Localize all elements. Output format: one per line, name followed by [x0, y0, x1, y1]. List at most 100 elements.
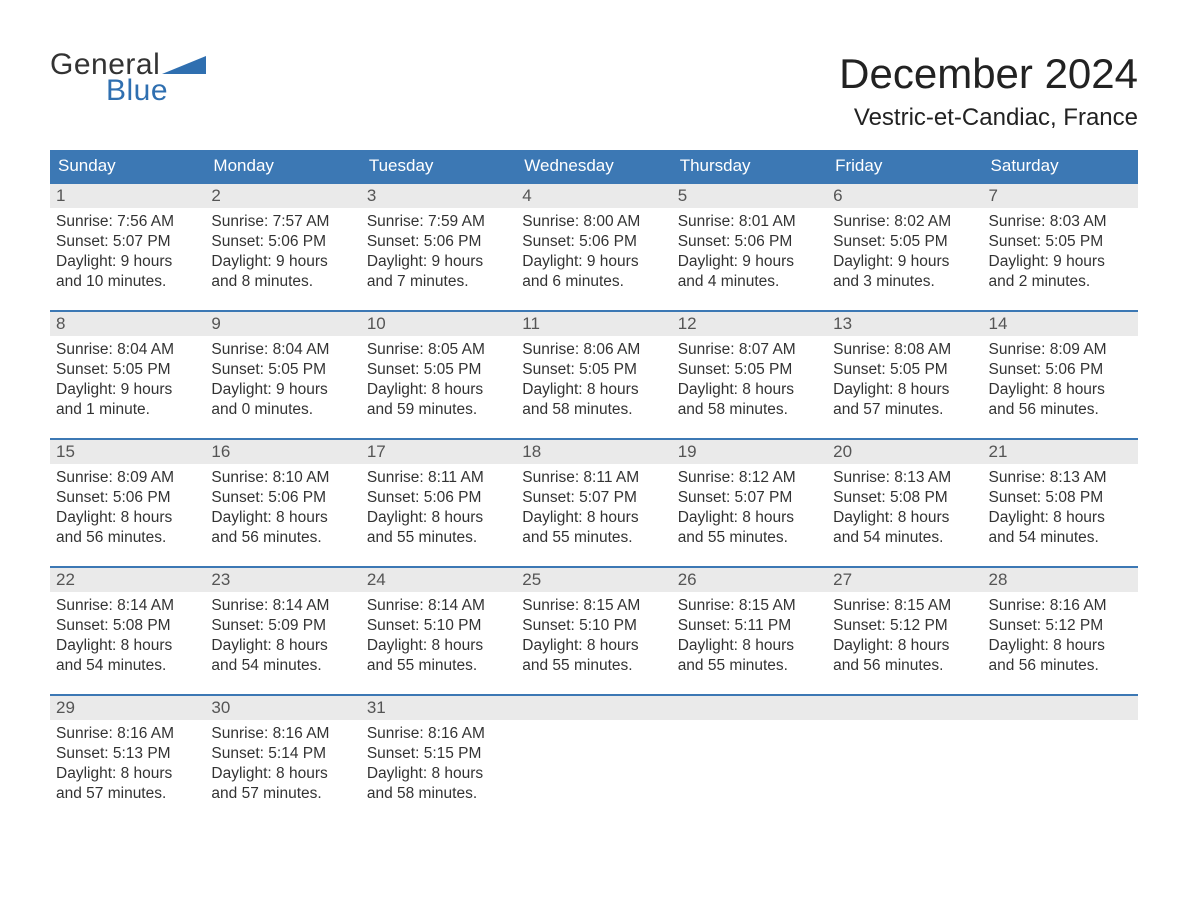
sunset-text: Sunset: 5:07 PM	[522, 488, 665, 508]
daylight-line2: and 54 minutes.	[989, 528, 1132, 548]
day-number: 4	[516, 184, 671, 208]
day-body: Sunrise: 7:59 AMSunset: 5:06 PMDaylight:…	[361, 208, 516, 293]
sunset-text: Sunset: 5:07 PM	[678, 488, 821, 508]
daylight-line2: and 55 minutes.	[678, 656, 821, 676]
day-number: 8	[50, 312, 205, 336]
day-cell: 27Sunrise: 8:15 AMSunset: 5:12 PMDayligh…	[827, 568, 982, 694]
sunset-text: Sunset: 5:15 PM	[367, 744, 510, 764]
daylight-line1: Daylight: 8 hours	[367, 764, 510, 784]
day-number: 9	[205, 312, 360, 336]
day-number	[516, 696, 671, 720]
day-cell: 2Sunrise: 7:57 AMSunset: 5:06 PMDaylight…	[205, 184, 360, 310]
daylight-line1: Daylight: 9 hours	[989, 252, 1132, 272]
sunrise-text: Sunrise: 8:09 AM	[56, 468, 199, 488]
daylight-line1: Daylight: 9 hours	[367, 252, 510, 272]
sunrise-text: Sunrise: 8:16 AM	[56, 724, 199, 744]
daylight-line2: and 54 minutes.	[211, 656, 354, 676]
day-number: 13	[827, 312, 982, 336]
day-number: 19	[672, 440, 827, 464]
day-number: 16	[205, 440, 360, 464]
sunrise-text: Sunrise: 8:15 AM	[678, 596, 821, 616]
day-number: 21	[983, 440, 1138, 464]
dow-wednesday: Wednesday	[516, 150, 671, 182]
day-number: 5	[672, 184, 827, 208]
location-label: Vestric-et-Candiac, France	[839, 104, 1138, 132]
sunrise-text: Sunrise: 8:00 AM	[522, 212, 665, 232]
day-body: Sunrise: 8:15 AMSunset: 5:10 PMDaylight:…	[516, 592, 671, 677]
sunset-text: Sunset: 5:07 PM	[56, 232, 199, 252]
dow-sunday: Sunday	[50, 150, 205, 182]
day-cell: 5Sunrise: 8:01 AMSunset: 5:06 PMDaylight…	[672, 184, 827, 310]
dow-tuesday: Tuesday	[361, 150, 516, 182]
daylight-line1: Daylight: 8 hours	[211, 636, 354, 656]
sunset-text: Sunset: 5:05 PM	[833, 232, 976, 252]
sunset-text: Sunset: 5:05 PM	[367, 360, 510, 380]
sunrise-text: Sunrise: 8:11 AM	[367, 468, 510, 488]
day-cell: 7Sunrise: 8:03 AMSunset: 5:05 PMDaylight…	[983, 184, 1138, 310]
daylight-line2: and 56 minutes.	[989, 656, 1132, 676]
sunrise-text: Sunrise: 8:02 AM	[833, 212, 976, 232]
day-number: 12	[672, 312, 827, 336]
brand-logo: General Blue	[50, 50, 206, 106]
daylight-line2: and 54 minutes.	[56, 656, 199, 676]
sunset-text: Sunset: 5:05 PM	[678, 360, 821, 380]
day-cell: 22Sunrise: 8:14 AMSunset: 5:08 PMDayligh…	[50, 568, 205, 694]
day-cell: 8Sunrise: 8:04 AMSunset: 5:05 PMDaylight…	[50, 312, 205, 438]
day-body: Sunrise: 8:00 AMSunset: 5:06 PMDaylight:…	[516, 208, 671, 293]
sunset-text: Sunset: 5:06 PM	[522, 232, 665, 252]
day-number: 2	[205, 184, 360, 208]
day-cell: 14Sunrise: 8:09 AMSunset: 5:06 PMDayligh…	[983, 312, 1138, 438]
day-number: 22	[50, 568, 205, 592]
day-cell: 17Sunrise: 8:11 AMSunset: 5:06 PMDayligh…	[361, 440, 516, 566]
dow-friday: Friday	[827, 150, 982, 182]
daylight-line2: and 56 minutes.	[989, 400, 1132, 420]
daylight-line1: Daylight: 8 hours	[833, 508, 976, 528]
sunrise-text: Sunrise: 8:16 AM	[211, 724, 354, 744]
day-body: Sunrise: 8:11 AMSunset: 5:06 PMDaylight:…	[361, 464, 516, 549]
day-number: 24	[361, 568, 516, 592]
header: General Blue December 2024 Vestric-et-Ca…	[50, 50, 1138, 132]
sunrise-text: Sunrise: 8:15 AM	[833, 596, 976, 616]
sunrise-text: Sunrise: 8:10 AM	[211, 468, 354, 488]
day-number: 6	[827, 184, 982, 208]
day-cell: 28Sunrise: 8:16 AMSunset: 5:12 PMDayligh…	[983, 568, 1138, 694]
daylight-line2: and 56 minutes.	[56, 528, 199, 548]
sunset-text: Sunset: 5:12 PM	[833, 616, 976, 636]
sunset-text: Sunset: 5:13 PM	[56, 744, 199, 764]
daylight-line2: and 7 minutes.	[367, 272, 510, 292]
daylight-line1: Daylight: 8 hours	[211, 508, 354, 528]
sunrise-text: Sunrise: 8:13 AM	[989, 468, 1132, 488]
calendar: Sunday Monday Tuesday Wednesday Thursday…	[50, 150, 1138, 822]
daylight-line2: and 3 minutes.	[833, 272, 976, 292]
week-row: 8Sunrise: 8:04 AMSunset: 5:05 PMDaylight…	[50, 310, 1138, 438]
daylight-line1: Daylight: 8 hours	[989, 380, 1132, 400]
sunset-text: Sunset: 5:05 PM	[56, 360, 199, 380]
sunrise-text: Sunrise: 8:04 AM	[56, 340, 199, 360]
daylight-line2: and 8 minutes.	[211, 272, 354, 292]
day-body: Sunrise: 8:04 AMSunset: 5:05 PMDaylight:…	[50, 336, 205, 421]
day-number: 10	[361, 312, 516, 336]
day-number: 15	[50, 440, 205, 464]
sunset-text: Sunset: 5:09 PM	[211, 616, 354, 636]
day-body: Sunrise: 8:15 AMSunset: 5:11 PMDaylight:…	[672, 592, 827, 677]
daylight-line1: Daylight: 9 hours	[56, 380, 199, 400]
day-number: 27	[827, 568, 982, 592]
day-body: Sunrise: 8:14 AMSunset: 5:10 PMDaylight:…	[361, 592, 516, 677]
brand-word-blue: Blue	[106, 76, 206, 106]
daylight-line2: and 55 minutes.	[522, 656, 665, 676]
day-body: Sunrise: 8:09 AMSunset: 5:06 PMDaylight:…	[50, 464, 205, 549]
day-cell: 19Sunrise: 8:12 AMSunset: 5:07 PMDayligh…	[672, 440, 827, 566]
sunrise-text: Sunrise: 8:04 AM	[211, 340, 354, 360]
daylight-line2: and 0 minutes.	[211, 400, 354, 420]
daylight-line1: Daylight: 8 hours	[678, 508, 821, 528]
sunrise-text: Sunrise: 7:56 AM	[56, 212, 199, 232]
day-number: 23	[205, 568, 360, 592]
daylight-line1: Daylight: 8 hours	[367, 508, 510, 528]
daylight-line2: and 6 minutes.	[522, 272, 665, 292]
daylight-line1: Daylight: 9 hours	[211, 380, 354, 400]
day-number: 17	[361, 440, 516, 464]
day-cell: 9Sunrise: 8:04 AMSunset: 5:05 PMDaylight…	[205, 312, 360, 438]
day-body: Sunrise: 8:09 AMSunset: 5:06 PMDaylight:…	[983, 336, 1138, 421]
day-cell: 16Sunrise: 8:10 AMSunset: 5:06 PMDayligh…	[205, 440, 360, 566]
daylight-line2: and 55 minutes.	[367, 656, 510, 676]
